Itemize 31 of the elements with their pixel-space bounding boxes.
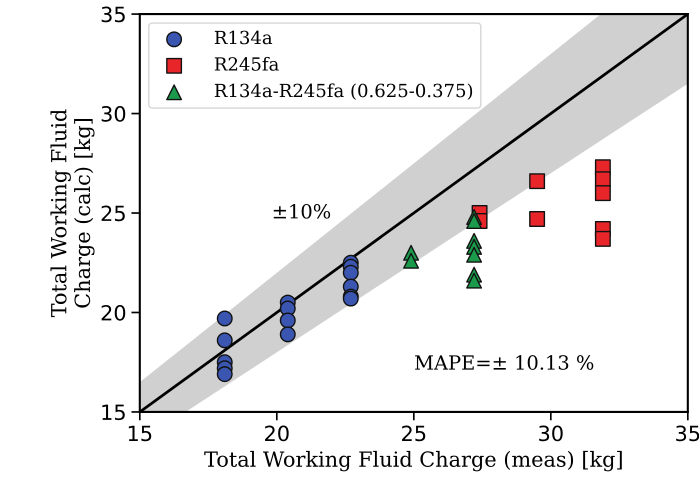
y-tick-label: 35 <box>102 6 125 22</box>
point <box>466 272 482 289</box>
legend-label: R245fa <box>214 56 279 71</box>
point <box>594 185 611 202</box>
y-tick-label: 30 <box>102 106 126 122</box>
point <box>216 332 233 348</box>
x-tick-label: 25 <box>402 426 426 442</box>
y-tick-label: 20 <box>102 304 126 321</box>
point <box>466 213 482 229</box>
point <box>403 252 420 269</box>
point <box>216 310 233 326</box>
annotation: ±10% <box>274 204 330 219</box>
x-tick-label: 15 <box>128 426 152 442</box>
x-tick-label: 30 <box>539 426 563 442</box>
y-tick-label: 15 <box>102 404 125 420</box>
point <box>280 312 296 328</box>
point <box>529 211 546 227</box>
legend-label: R134a-R245fa (0.625-0.375) <box>214 83 472 100</box>
x-tick-label: 20 <box>265 426 289 442</box>
legend-label: R134a <box>214 30 272 44</box>
point <box>529 173 546 190</box>
point <box>466 246 482 263</box>
x-tick-label: 35 <box>676 426 699 442</box>
point <box>342 264 359 281</box>
point <box>280 326 296 342</box>
point <box>216 366 233 382</box>
y-axis-title: Total Working Fluid Charge (calc) [kg] <box>50 109 95 318</box>
annotation: MAPE=± 10.13 % <box>415 355 594 370</box>
x-axis-title: Total Working Fluid Charge (meas) [kg] <box>204 450 622 472</box>
y-tick-label: 25 <box>102 205 125 222</box>
point <box>594 230 611 247</box>
